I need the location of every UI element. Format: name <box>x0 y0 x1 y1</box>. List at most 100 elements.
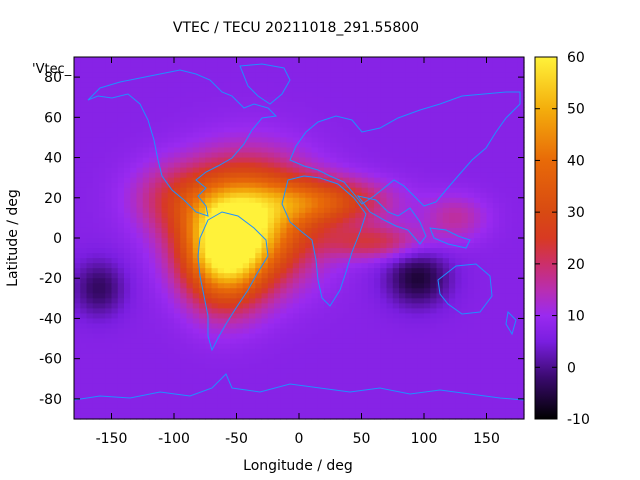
heatmap-cell <box>105 348 113 355</box>
heatmap-cell <box>230 323 238 330</box>
heatmap-cell <box>349 232 356 239</box>
heatmap-cell <box>99 238 106 244</box>
heatmap-cell <box>305 77 313 83</box>
heatmap-cell <box>424 363 431 370</box>
heatmap-cell <box>330 202 338 209</box>
heatmap-cell <box>486 67 494 73</box>
heatmap-cell <box>305 187 313 194</box>
heatmap-cell <box>405 137 413 144</box>
heatmap-cell <box>361 258 369 264</box>
heatmap-cell <box>92 338 100 345</box>
heatmap-cell <box>217 182 225 189</box>
heatmap-cell <box>317 62 325 68</box>
heatmap-cell <box>186 192 194 199</box>
heatmap-cell <box>255 167 263 174</box>
heatmap-cell <box>130 147 138 154</box>
heatmap-cell <box>211 273 219 279</box>
heatmap-cell <box>80 182 88 189</box>
heatmap-cell <box>442 238 450 244</box>
heatmap-cell <box>405 268 413 274</box>
heatmap-cell <box>292 303 300 309</box>
heatmap-cell <box>292 147 300 154</box>
heatmap-cell <box>286 323 294 330</box>
heatmap-cell <box>386 243 394 249</box>
heatmap-cell <box>374 57 381 63</box>
heatmap-cell <box>442 243 450 249</box>
heatmap-cell <box>242 338 250 345</box>
heatmap-cell <box>274 112 281 118</box>
heatmap-cell <box>380 308 388 315</box>
heatmap-cell <box>211 358 219 365</box>
heatmap-cell <box>80 222 88 229</box>
heatmap-cell <box>217 263 225 269</box>
heatmap-cell <box>236 197 244 204</box>
heatmap-cell <box>205 202 213 209</box>
heatmap-cell <box>486 187 494 194</box>
heatmap-cell <box>449 177 456 184</box>
heatmap-cell <box>224 398 231 405</box>
heatmap-cell <box>224 142 231 149</box>
heatmap-cell <box>99 398 106 405</box>
heatmap-cell <box>74 273 81 279</box>
heatmap-cell <box>305 182 313 189</box>
heatmap-cell <box>411 87 419 93</box>
heatmap-cell <box>511 303 519 309</box>
heatmap-cell <box>461 288 469 294</box>
heatmap-cell <box>124 147 131 154</box>
heatmap-cell <box>242 353 250 360</box>
heatmap-cell <box>411 117 419 123</box>
heatmap-cell <box>211 102 219 108</box>
heatmap-cell <box>517 192 525 199</box>
heatmap-cell <box>505 338 513 345</box>
heatmap-cell <box>242 147 250 154</box>
heatmap-cell <box>99 378 106 385</box>
heatmap-cell <box>255 398 263 405</box>
heatmap-cell <box>311 202 319 209</box>
heatmap-cell <box>86 192 94 199</box>
heatmap-cell <box>361 293 369 299</box>
heatmap-cell <box>417 253 425 259</box>
heatmap-cell <box>142 187 150 194</box>
heatmap-cell <box>280 172 288 179</box>
heatmap-cell <box>467 112 475 118</box>
heatmap-cell <box>205 303 213 309</box>
heatmap-cell <box>430 212 438 219</box>
heatmap-cell <box>380 273 388 279</box>
heatmap-cell <box>230 403 238 410</box>
heatmap-cell <box>130 197 138 204</box>
heatmap-cell <box>417 368 425 375</box>
heatmap-cell <box>242 222 250 229</box>
heatmap-cell <box>174 283 181 289</box>
heatmap-cell <box>199 92 206 98</box>
heatmap-cell <box>249 253 256 259</box>
heatmap-cell <box>367 217 375 224</box>
heatmap-cell <box>174 127 181 134</box>
heatmap-cell <box>286 258 294 264</box>
heatmap-cell <box>349 212 356 219</box>
heatmap-cell <box>492 378 500 385</box>
heatmap-cell <box>424 232 431 239</box>
heatmap-cell <box>92 373 100 380</box>
heatmap-cell <box>130 232 138 239</box>
heatmap-cell <box>499 97 506 103</box>
heatmap-cell <box>505 117 513 123</box>
heatmap-cell <box>255 62 263 68</box>
heatmap-cell <box>442 72 450 78</box>
heatmap-cell <box>511 268 519 274</box>
heatmap-cell <box>236 62 244 68</box>
heatmap-cell <box>136 363 144 370</box>
heatmap-cell <box>405 298 413 304</box>
heatmap-cell <box>136 152 144 159</box>
heatmap-cell <box>311 318 319 325</box>
heatmap-cell <box>267 373 275 380</box>
heatmap-cell <box>124 107 131 113</box>
heatmap-cell <box>249 162 256 169</box>
heatmap-cell <box>367 67 375 73</box>
heatmap-cell <box>311 227 319 234</box>
heatmap-cell <box>336 147 344 154</box>
heatmap-cell <box>92 288 100 294</box>
heatmap-cell <box>192 62 200 68</box>
heatmap-cell <box>105 288 113 294</box>
heatmap-cell <box>249 192 256 199</box>
heatmap-cell <box>486 323 494 330</box>
